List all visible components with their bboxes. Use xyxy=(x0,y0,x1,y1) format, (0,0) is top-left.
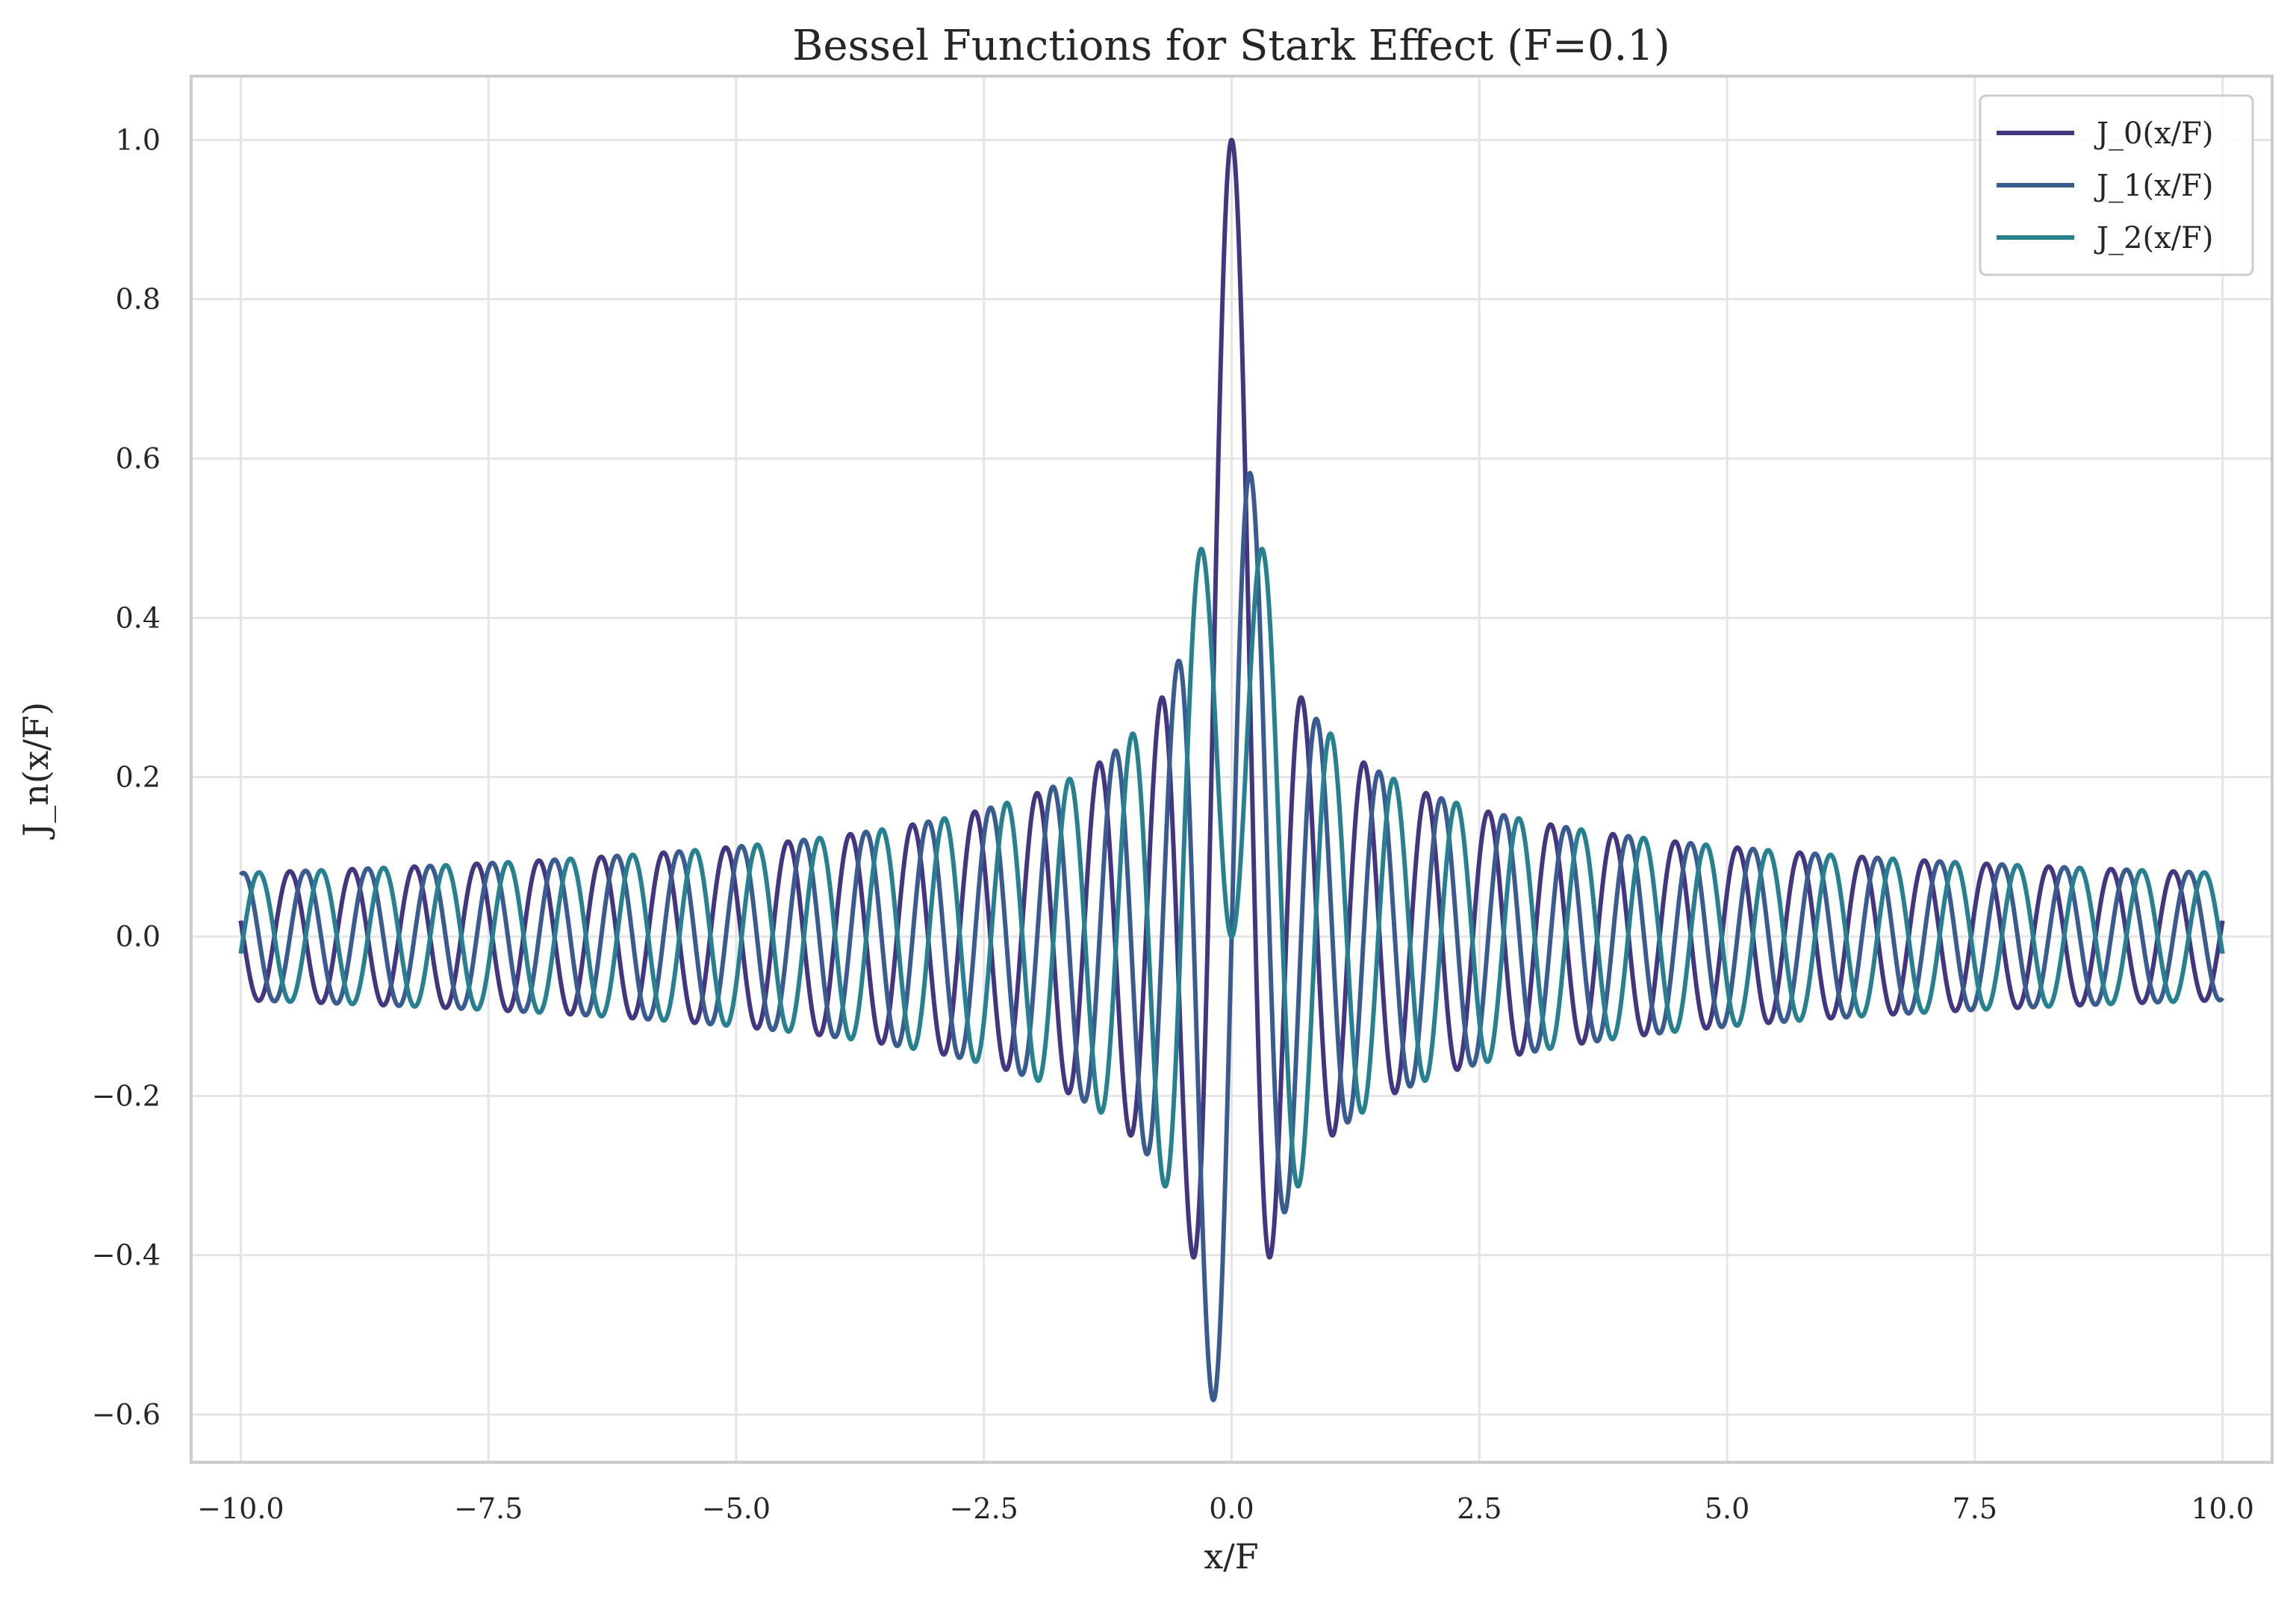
chart-title: Bessel Functions for Stark Effect (F=0.1… xyxy=(792,22,1670,70)
y-tick-label: 0.6 xyxy=(116,442,161,475)
legend-label-j2: J_2(x/F) xyxy=(2094,221,2213,255)
y-tick-label: −0.6 xyxy=(92,1398,161,1431)
x-tick-label: 2.5 xyxy=(1457,1492,1502,1525)
y-tick-label: 0.8 xyxy=(116,283,161,316)
legend-label-j0: J_0(x/F) xyxy=(2094,117,2213,151)
x-tick-labels: −10.0 −7.5 −5.0 −2.5 0.0 2.5 5.0 7.5 10.0 xyxy=(197,1492,2254,1525)
x-tick-label: 0.0 xyxy=(1209,1492,1254,1525)
y-tick-labels: −0.6 −0.4 −0.2 0.0 0.2 0.4 0.6 0.8 1.0 xyxy=(92,123,161,1431)
series-lines xyxy=(238,137,2225,1403)
y-tick-label: −0.2 xyxy=(92,1079,161,1112)
x-tick-label: −5.0 xyxy=(702,1492,771,1525)
plot-frame xyxy=(190,75,2274,1464)
y-axis-label: J_n(x/F) xyxy=(16,702,56,839)
y-tick-label: −0.4 xyxy=(92,1239,161,1272)
x-tick-label: 10.0 xyxy=(2191,1492,2254,1525)
x-tick-label: 7.5 xyxy=(1953,1492,1997,1525)
y-tick-label: 0.4 xyxy=(116,601,161,634)
y-tick-label: 0.2 xyxy=(116,761,161,794)
legend: J_0(x/F) J_1(x/F) J_2(x/F) xyxy=(1979,94,2254,276)
x-axis-label: x/F xyxy=(1204,1536,1258,1577)
y-tick-label: 1.0 xyxy=(116,123,161,156)
x-tick-label: −10.0 xyxy=(197,1492,284,1525)
y-tick-label: 0.0 xyxy=(116,920,161,953)
x-tick-label: 5.0 xyxy=(1705,1492,1749,1525)
series-line-j0 xyxy=(238,137,2225,1260)
legend-entries: J_0(x/F) J_1(x/F) J_2(x/F) xyxy=(1997,117,2213,255)
x-tick-label: −7.5 xyxy=(454,1492,523,1525)
series-line-j2 xyxy=(238,547,2225,1189)
legend-label-j1: J_1(x/F) xyxy=(2094,169,2213,203)
legend-box xyxy=(1979,94,2254,276)
x-tick-label: −2.5 xyxy=(950,1492,1018,1525)
